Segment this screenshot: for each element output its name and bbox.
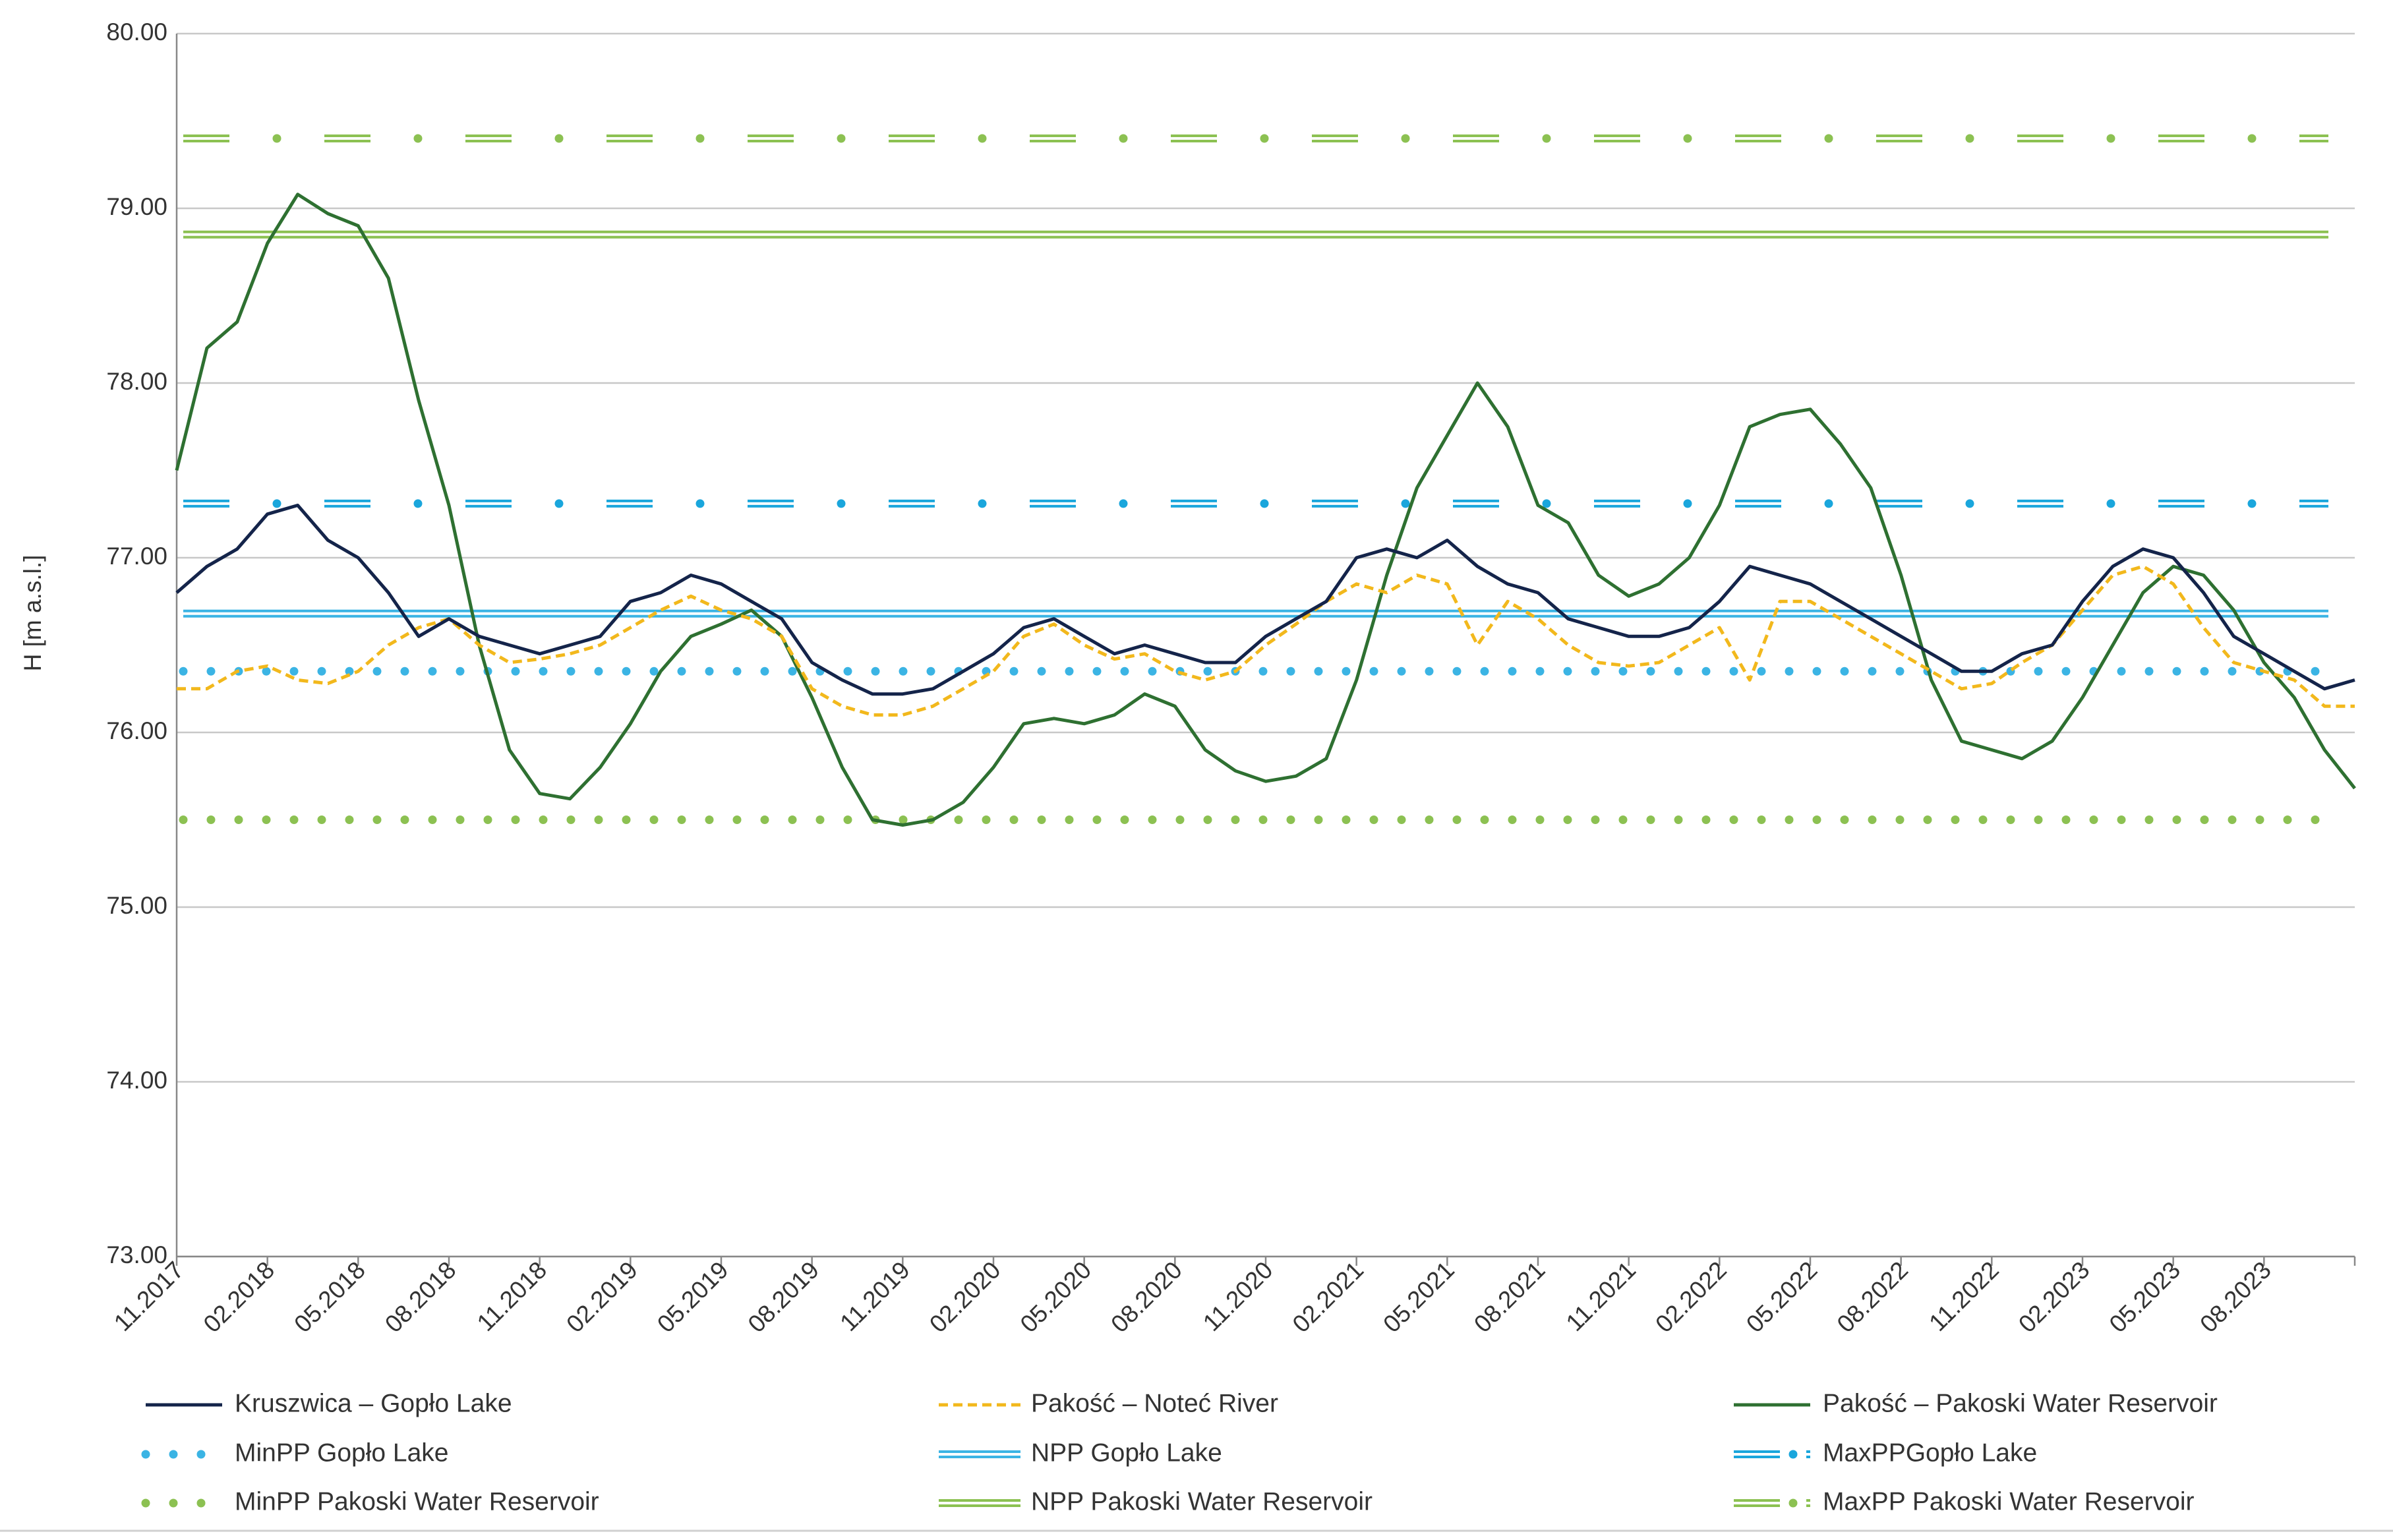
- legend-label: Pakość – Pakoski Water Reservoir: [1823, 1389, 2218, 1417]
- series-line: [175, 504, 2355, 696]
- legend-label: MinPP Pakoski Water Reservoir: [235, 1487, 599, 1516]
- y-tick-label: 75.00: [106, 892, 167, 919]
- series-line: [175, 192, 2356, 827]
- y-axis-title: H [m a.s.l.]: [19, 555, 46, 672]
- y-tick-label: 74.00: [106, 1067, 167, 1094]
- y-tick-label: 78.00: [106, 368, 167, 395]
- legend-label: MinPP Gopło Lake: [235, 1438, 448, 1467]
- y-tick-label: 76.00: [106, 717, 167, 744]
- legend-label: Pakość – Noteć River: [1031, 1389, 1278, 1417]
- series-line: [177, 564, 2355, 717]
- legend-label: Kruszwica – Gopło Lake: [235, 1389, 512, 1417]
- legend-label: MaxPP Pakoski Water Reservoir: [1823, 1487, 2195, 1516]
- legend: Kruszwica – Gopło Lake Pakość – Noteć Riv…: [141, 1389, 2218, 1516]
- legend-label: NPP Pakoski Water Reservoir: [1031, 1487, 1373, 1516]
- y-tick-label: 80.00: [106, 18, 167, 45]
- y-tick-label: 79.00: [106, 193, 167, 220]
- legend-label: NPP Gopło Lake: [1031, 1438, 1222, 1467]
- legend-label: MaxPPGopło Lake: [1823, 1438, 2037, 1467]
- y-tick-label: 77.00: [106, 543, 167, 570]
- y-tick-label: 73.00: [106, 1241, 167, 1268]
